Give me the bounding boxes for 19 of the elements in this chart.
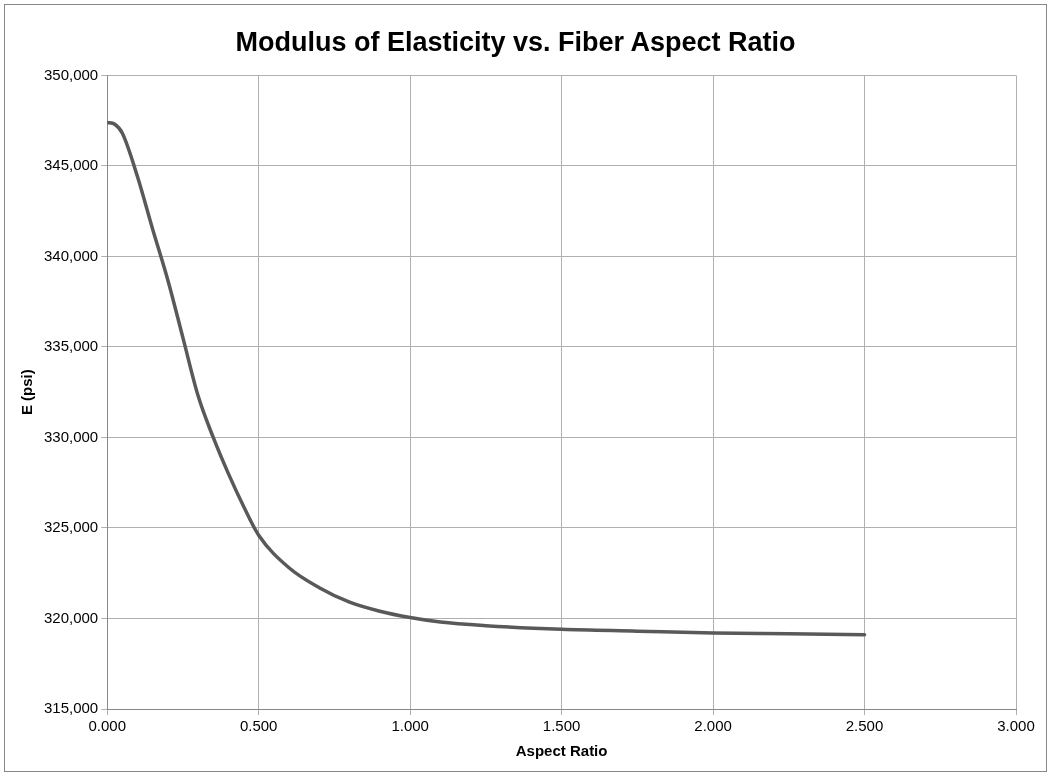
y-axis-title: E (psi) — [18, 369, 36, 416]
y-tick-label: 345,000 — [43, 156, 99, 174]
y-tick-label: 315,000 — [43, 699, 99, 717]
x-axis-title: Aspect Ratio — [515, 742, 608, 760]
x-tick-label: 0.000 — [88, 717, 126, 735]
x-tick-label: 1.000 — [391, 717, 429, 735]
x-tick-label: 1.500 — [542, 717, 581, 735]
y-tick-label: 320,000 — [43, 608, 99, 626]
y-tick-label: 340,000 — [43, 246, 99, 264]
x-tick-label: 0.500 — [239, 717, 278, 735]
line-series — [107, 120, 867, 637]
y-tick-label: 350,000 — [43, 65, 99, 83]
chart-title: Modulus of Elasticity vs. Fiber Aspect Ratio — [235, 26, 796, 57]
y-tick-label: 325,000 — [43, 518, 99, 536]
y-tick-label: 330,000 — [43, 427, 99, 445]
x-tick-label: 2.000 — [694, 717, 732, 735]
y-tick-label: 335,000 — [43, 337, 99, 355]
x-tick-label: 2.500 — [845, 717, 884, 735]
x-tick-label: 3.000 — [997, 717, 1035, 735]
